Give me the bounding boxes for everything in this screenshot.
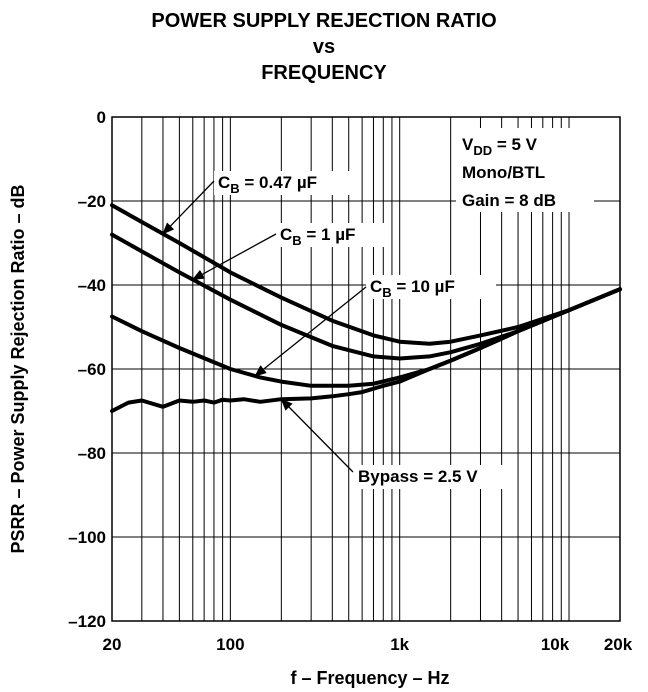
series-label-0-sub: B [230, 181, 239, 196]
series-label-bg-0 [214, 171, 356, 195]
plot-frame [111, 116, 621, 622]
series-label-0-main: C [218, 173, 230, 192]
conditions-box [456, 128, 594, 212]
series-label-bg-1 [276, 223, 384, 247]
series-arrow-2 [254, 286, 367, 377]
series-label-1-rest: = 1 µF [302, 225, 356, 244]
condition-line-0-main: V [462, 135, 474, 154]
condition-line-2: Gain = 8 dB [462, 191, 556, 210]
series-label-0-rest: = 0.47 µF [240, 173, 317, 192]
x-tick-label: 20k [604, 635, 633, 654]
y-tick-label: –60 [78, 360, 106, 379]
x-tick-label: 100 [216, 635, 244, 654]
condition-line-1-main: Mono/BTL [462, 163, 545, 182]
chart-title-line-1: POWER SUPPLY REJECTION RATIO [151, 10, 497, 32]
chart-title-line-2: vs [312, 36, 336, 58]
y-axis-title: PSRR – Power Supply Rejection Ratio – dB [8, 184, 28, 553]
x-tick-label: 20 [103, 635, 122, 654]
series-line-2 [110, 287, 622, 388]
series-label-2-main: C [370, 277, 382, 296]
series-label-1-main: C [280, 225, 292, 244]
series-arrow-0 [162, 180, 215, 235]
condition-line-1: Mono/BTL [462, 163, 545, 182]
y-tick-label: 0 [97, 108, 106, 127]
series-label-1-sub: B [292, 233, 301, 248]
series-arrow-1 [191, 233, 277, 281]
series-label-bg-3 [354, 465, 514, 489]
condition-line-0-rest: = 5 V [492, 135, 538, 154]
series-label-2-rest: = 10 µF [392, 277, 455, 296]
series-label-0: CB = 0.47 µF [218, 173, 317, 196]
y-tick-label: –100 [68, 528, 106, 547]
y-tick-label: –20 [78, 192, 106, 211]
series-label-bg-2 [366, 275, 496, 299]
condition-line-0-sub: DD [473, 143, 492, 158]
y-tick-label: –80 [78, 444, 106, 463]
condition-line-0: VDD = 5 V [462, 135, 538, 158]
series-line-0 [110, 203, 622, 346]
tick-label-layer: 0 –20 –40 –60 –80 –100 –120 20 100 1k 10k 20k [68, 108, 633, 654]
x-tick-label: 1k [390, 635, 409, 654]
series-label-2-sub: B [382, 285, 391, 300]
y-tick-label: –120 [68, 612, 106, 631]
series-label-2: CB = 10 µF [370, 277, 455, 300]
y-tick-label: –40 [78, 276, 106, 295]
chart-title-line-3: FREQUENCY [261, 62, 387, 84]
x-tick-label: 10k [541, 635, 570, 654]
series-arrow-3 [280, 398, 354, 473]
series-label-3-main: Bypass = 2.5 V [358, 467, 478, 486]
x-axis-title: f – Frequency – Hz [290, 668, 449, 688]
series-label-3: Bypass = 2.5 V [358, 467, 478, 486]
condition-line-2-main: Gain = 8 dB [462, 191, 556, 210]
series-label-1: CB = 1 µF [280, 225, 355, 248]
